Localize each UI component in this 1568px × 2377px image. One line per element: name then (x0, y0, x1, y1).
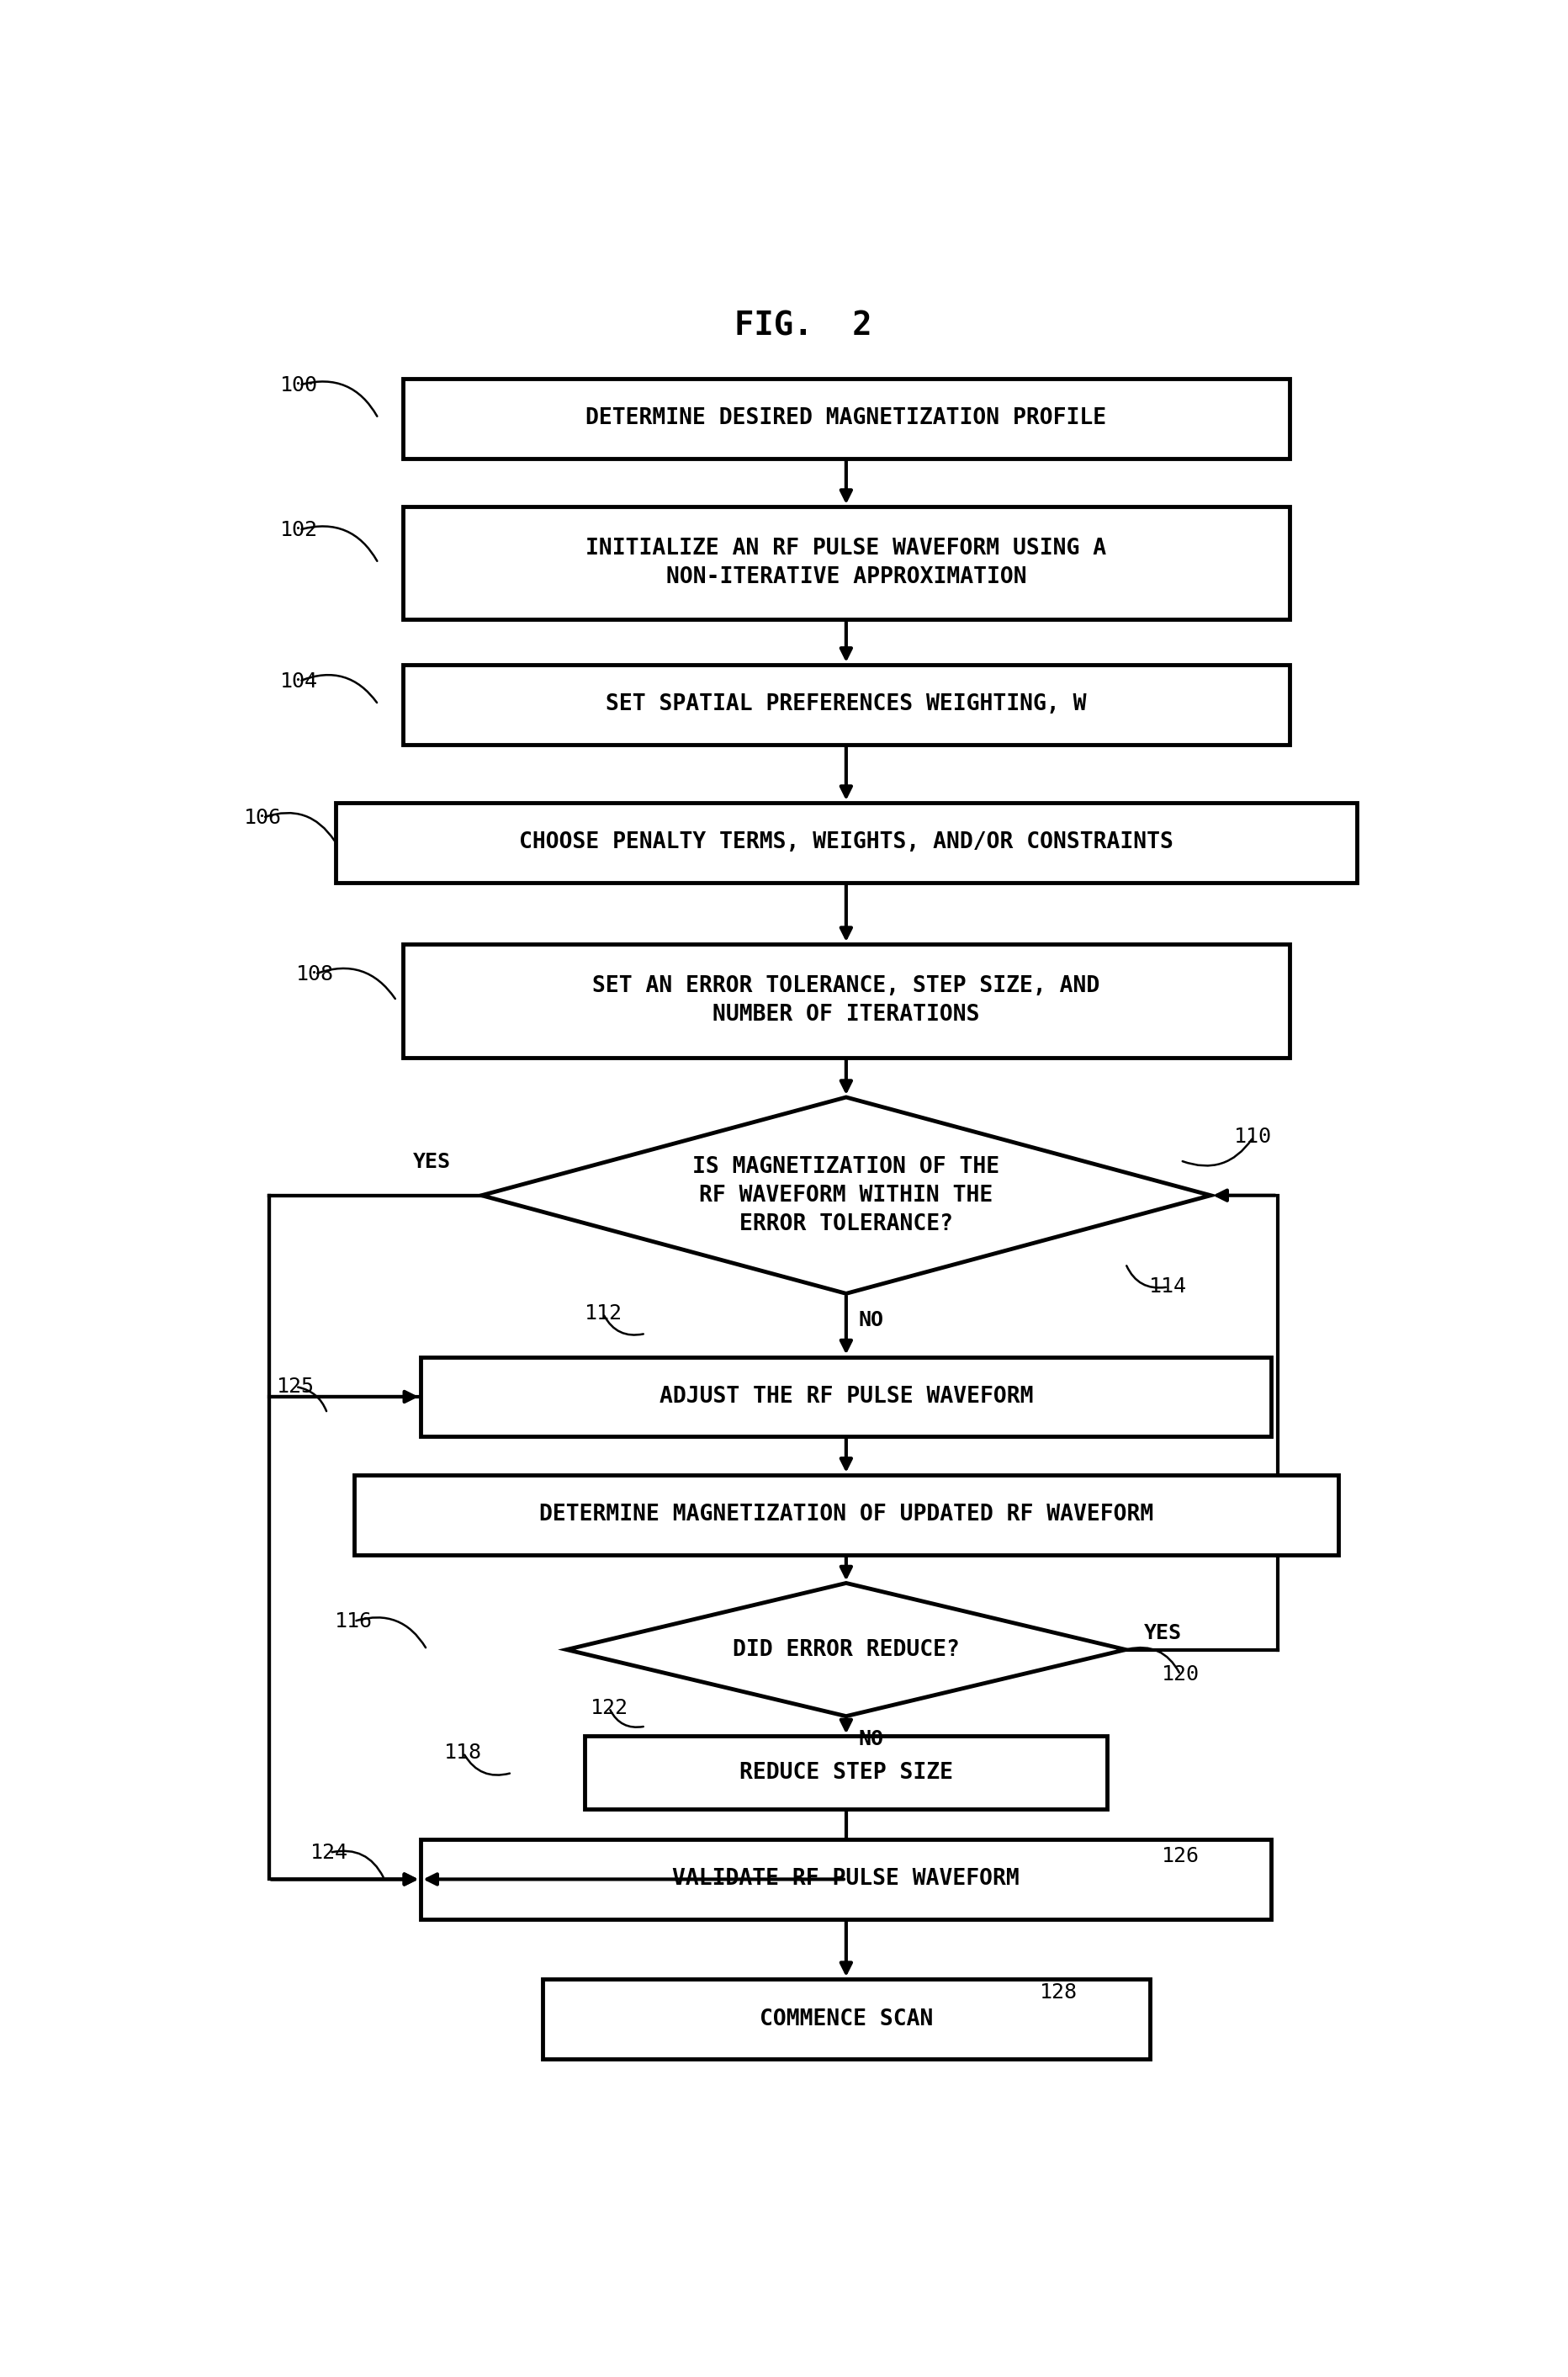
Text: YES: YES (1145, 1623, 1182, 1643)
Text: 110: 110 (1234, 1127, 1272, 1148)
Text: SET AN ERROR TOLERANCE, STEP SIZE, AND
NUMBER OF ITERATIONS: SET AN ERROR TOLERANCE, STEP SIZE, AND N… (593, 975, 1099, 1027)
Text: DID ERROR REDUCE?: DID ERROR REDUCE? (732, 1638, 960, 1662)
FancyBboxPatch shape (403, 666, 1289, 744)
Text: 114: 114 (1149, 1276, 1187, 1298)
Text: 108: 108 (296, 965, 334, 984)
Text: ADJUST THE RF PULSE WAVEFORM: ADJUST THE RF PULSE WAVEFORM (659, 1386, 1033, 1407)
Text: 102: 102 (281, 521, 318, 540)
Polygon shape (566, 1583, 1126, 1716)
Text: 124: 124 (310, 1842, 348, 1864)
Text: SET SPATIAL PREFERENCES WEIGHTING, W: SET SPATIAL PREFERENCES WEIGHTING, W (605, 694, 1087, 715)
FancyBboxPatch shape (336, 803, 1356, 882)
Text: YES: YES (414, 1153, 452, 1172)
Text: 125: 125 (276, 1376, 315, 1398)
FancyBboxPatch shape (403, 378, 1289, 459)
FancyBboxPatch shape (420, 1840, 1272, 1918)
Polygon shape (481, 1098, 1210, 1293)
Text: 104: 104 (281, 670, 318, 692)
Text: COMMENCE SCAN: COMMENCE SCAN (759, 2009, 933, 2030)
Text: 120: 120 (1162, 1664, 1200, 1685)
FancyBboxPatch shape (420, 1357, 1272, 1436)
Text: NO: NO (858, 1730, 883, 1749)
FancyBboxPatch shape (354, 1474, 1339, 1555)
Text: 100: 100 (281, 376, 318, 395)
Text: REDUCE STEP SIZE: REDUCE STEP SIZE (739, 1761, 953, 1783)
Text: FIG.  2: FIG. 2 (735, 311, 872, 342)
Text: 112: 112 (585, 1303, 622, 1324)
Text: 126: 126 (1162, 1847, 1200, 1866)
Text: DETERMINE MAGNETIZATION OF UPDATED RF WAVEFORM: DETERMINE MAGNETIZATION OF UPDATED RF WA… (539, 1505, 1154, 1526)
Text: 122: 122 (590, 1697, 629, 1719)
Text: 116: 116 (336, 1612, 373, 1631)
FancyBboxPatch shape (403, 506, 1289, 620)
Text: 118: 118 (444, 1742, 483, 1764)
Text: IS MAGNETIZATION OF THE
RF WAVEFORM WITHIN THE
ERROR TOLERANCE?: IS MAGNETIZATION OF THE RF WAVEFORM WITH… (693, 1155, 1000, 1236)
Text: NO: NO (858, 1310, 883, 1331)
Text: VALIDATE RF PULSE WAVEFORM: VALIDATE RF PULSE WAVEFORM (673, 1868, 1019, 1890)
Text: CHOOSE PENALTY TERMS, WEIGHTS, AND/OR CONSTRAINTS: CHOOSE PENALTY TERMS, WEIGHTS, AND/OR CO… (519, 832, 1173, 853)
FancyBboxPatch shape (403, 944, 1289, 1058)
FancyBboxPatch shape (585, 1735, 1107, 1809)
Text: DETERMINE DESIRED MAGNETIZATION PROFILE: DETERMINE DESIRED MAGNETIZATION PROFILE (586, 406, 1107, 430)
Text: 128: 128 (1040, 1982, 1077, 2001)
Text: INITIALIZE AN RF PULSE WAVEFORM USING A
NON-ITERATIVE APPROXIMATION: INITIALIZE AN RF PULSE WAVEFORM USING A … (586, 537, 1107, 589)
Text: 106: 106 (245, 808, 282, 827)
FancyBboxPatch shape (543, 1980, 1149, 2058)
